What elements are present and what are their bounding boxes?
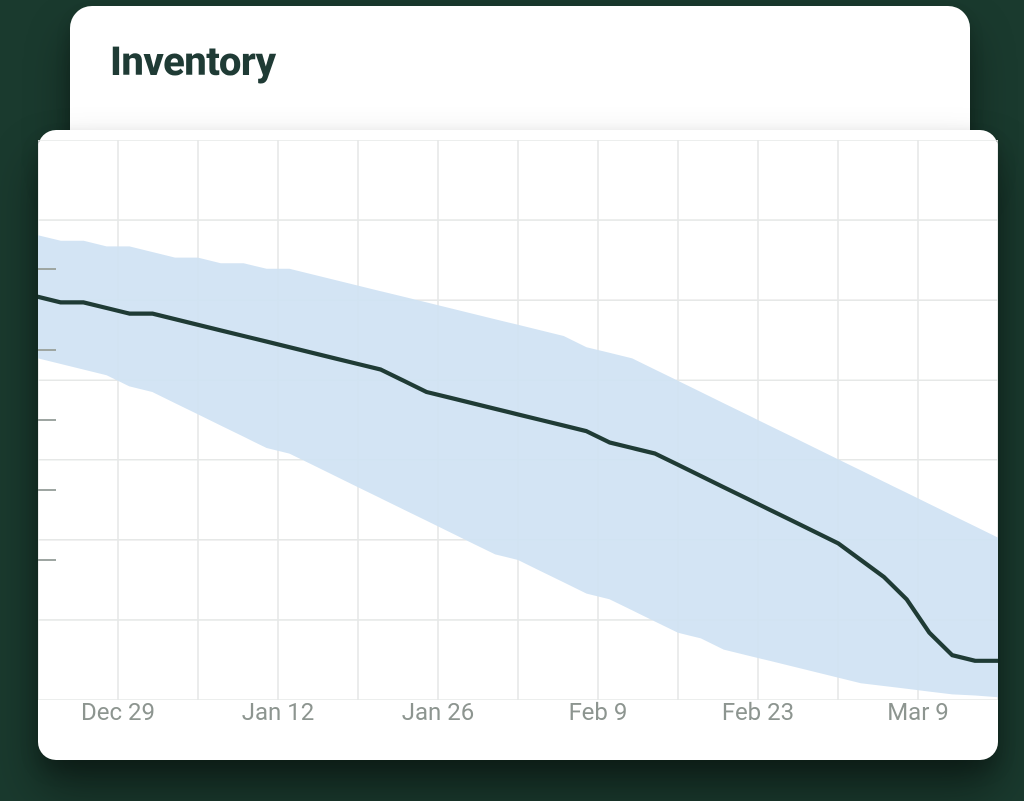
inventory-chart-svg [38,140,998,700]
x-axis-label: Jan 12 [242,698,314,726]
x-axis-label: Feb 23 [722,698,794,726]
x-axis-label: Jan 26 [402,698,474,726]
chart-title: Inventory [110,38,276,85]
y-tick-mark [38,349,56,351]
x-axis-label: Dec 29 [81,698,155,726]
x-axis-label: Mar 9 [887,698,949,726]
x-axis-labels: Dec 29 Jan 12 Jan 26 Feb 9 Feb 23 Mar 9 [38,698,998,748]
x-axis-label: Feb 9 [569,698,628,726]
y-tick-mark [38,489,56,491]
y-tick-marks [38,140,62,700]
y-tick-mark [38,419,56,421]
chart-card: Dec 29 Jan 12 Jan 26 Feb 9 Feb 23 Mar 9 [38,130,998,760]
y-tick-mark [38,559,56,561]
y-tick-mark [38,268,56,270]
